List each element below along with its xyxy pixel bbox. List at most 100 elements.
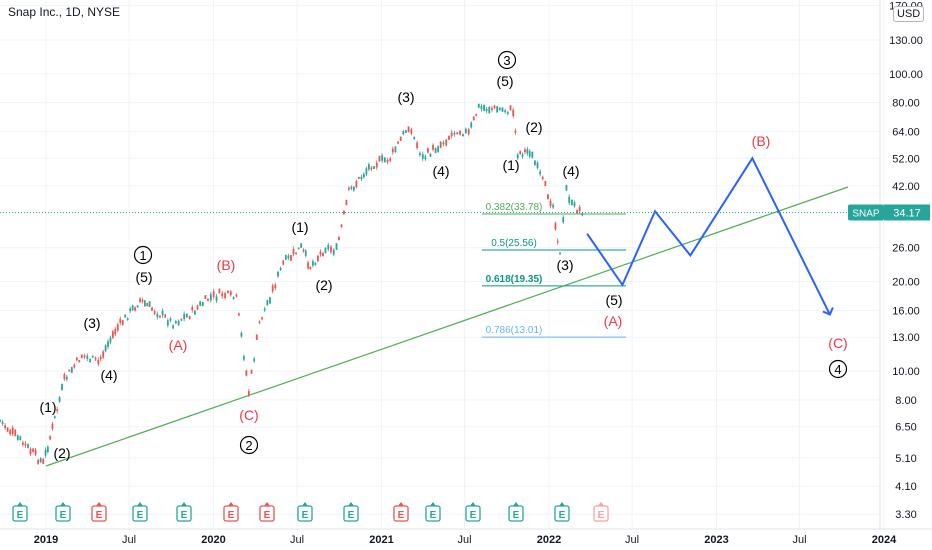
candle-body (307, 262, 309, 269)
price-tick-label: 26.00 (892, 243, 920, 255)
projection-path[interactable] (586, 156, 834, 316)
time-tick-label: Jul (793, 534, 807, 546)
candle-body (126, 318, 129, 320)
candle-body (56, 409, 59, 412)
candle-body (16, 435, 19, 441)
earnings-marker-letter: E (598, 510, 605, 521)
candle-body (370, 167, 373, 170)
candle-body (242, 356, 245, 360)
price-tick-label: 3.30 (895, 509, 916, 521)
wave-labels: (1) (2) (3) (4) (5) (1) (2) (3) (4) (5) (1) (2) (3) (… (39, 50, 848, 461)
candle-body (485, 109, 488, 111)
candle-body (247, 391, 250, 395)
earnings-marker-letter: E (430, 510, 437, 521)
candle-body (536, 162, 539, 168)
candle-body (169, 318, 172, 321)
symbol-tag-label: SNAP (852, 208, 880, 219)
fib-level-label: 0.382(33.78) (486, 202, 543, 213)
candle-body (271, 285, 274, 292)
candle-body (421, 154, 424, 159)
price-tick-label: 4.10 (895, 481, 916, 493)
candle-body (475, 114, 478, 116)
price-tick-label: 13.00 (892, 332, 920, 344)
candle-body (381, 155, 384, 161)
candle-body (459, 130, 461, 135)
candle-body (148, 301, 151, 308)
candle-body (134, 307, 137, 311)
candle-body (389, 158, 392, 161)
earnings-marker-pointer (181, 502, 187, 506)
candle-body (34, 449, 37, 455)
wave-label: (5) (496, 73, 513, 89)
price-axis[interactable]: 170.00130.00100.0080.0064.0052.0042.0026… (879, 0, 923, 530)
candle-body (136, 305, 139, 308)
candle-body (340, 224, 343, 228)
candle-body (581, 213, 584, 216)
candle-body (107, 341, 109, 347)
candle-body (416, 142, 419, 149)
candle-body (528, 151, 531, 157)
candle-body (141, 299, 144, 302)
candle-body (266, 300, 269, 306)
earnings-marker-pointer (17, 502, 23, 506)
candle-body (258, 321, 261, 324)
candle-body (4, 425, 6, 429)
candle-body (402, 131, 405, 135)
trendline[interactable] (45, 186, 849, 467)
earnings-marker-letter: E (559, 510, 566, 521)
candle-body (355, 181, 358, 188)
price-tick-label: 10.00 (892, 366, 920, 378)
candle-body (224, 293, 226, 299)
wave-label: (2) (525, 119, 542, 135)
currency-button[interactable]: USD (893, 6, 925, 22)
candle-body (516, 154, 519, 159)
circled-wave-ring (497, 50, 517, 70)
candle-body (547, 194, 549, 200)
candle-body (6, 427, 9, 432)
candle-body (188, 316, 191, 319)
candle-body (453, 132, 456, 135)
candle-body (367, 164, 370, 170)
projection-line[interactable] (586, 156, 831, 315)
candle-body (501, 107, 504, 112)
candle-body (166, 320, 169, 326)
candle-body (73, 364, 76, 368)
candle-body (292, 248, 295, 255)
candle-body (345, 200, 348, 205)
time-axis[interactable]: 2019 Jul 2020 Jul 2021 Jul 2022 Jul 2023 Jul 2024 (0, 528, 932, 546)
candle-body (164, 314, 167, 318)
candle-body (360, 176, 363, 180)
candle-body (29, 448, 32, 455)
circled-wave-label: 2 (245, 438, 252, 453)
candle-body (531, 151, 534, 159)
time-tick-label: 2022 (537, 534, 561, 546)
candle-body (448, 135, 450, 140)
candle-body (114, 329, 117, 335)
candle-body (394, 146, 397, 153)
candle-body (383, 157, 386, 163)
candle-body (99, 356, 102, 360)
candle-body (397, 141, 399, 144)
earnings-marker-letter: E (96, 510, 103, 521)
candle-body (524, 149, 526, 153)
candle-body (335, 243, 338, 250)
symbol-title[interactable]: Snap Inc., 1D, NYSE (8, 5, 121, 19)
candle-body (559, 252, 561, 255)
candle-body (290, 255, 292, 261)
candle-body (327, 244, 330, 250)
wave-label: (1) (502, 157, 519, 173)
candle-body (514, 130, 517, 133)
candle-body (1, 421, 4, 424)
earnings-marker-pointer (60, 502, 66, 506)
trendline-segment[interactable] (45, 186, 849, 467)
symbol-tag-bg (848, 204, 884, 221)
candle-body (116, 324, 119, 331)
candle-body (386, 159, 389, 163)
candle-body (131, 305, 134, 311)
candle-body (177, 320, 180, 325)
fib-level-label: 0.5(25.56) (491, 238, 537, 249)
candle-body (68, 369, 71, 372)
last-price-tag-value: 34.17 (893, 207, 921, 219)
